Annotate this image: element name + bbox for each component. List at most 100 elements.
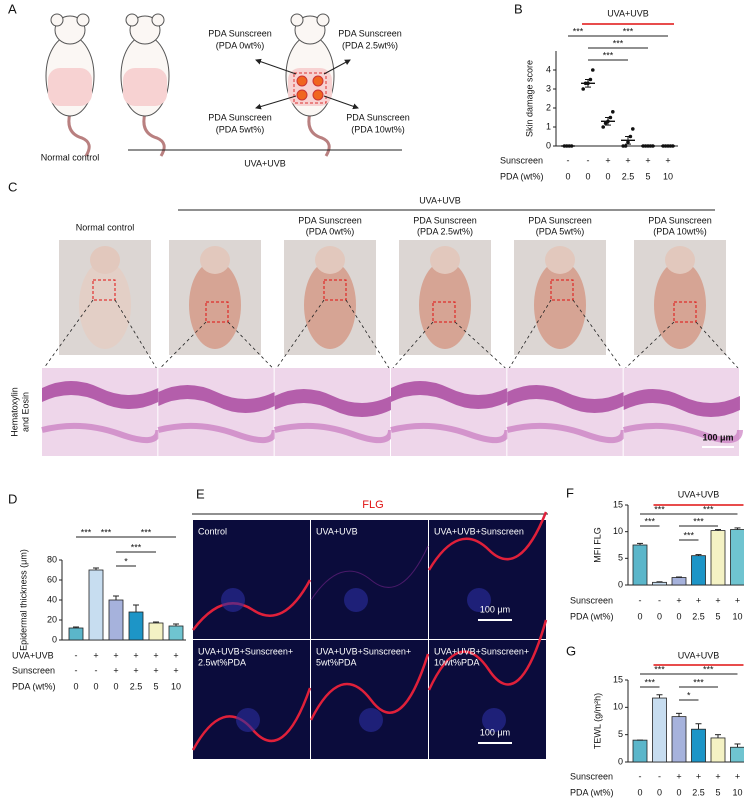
significance-label: *** [644,677,655,687]
mouse-photo-body [419,261,471,349]
group-label: UVA+UVB [244,158,286,168]
error-bar [715,529,721,531]
bar [671,716,687,763]
region-box [673,301,697,323]
mouse-photo-body [654,261,706,349]
significance-label: *** [644,516,655,526]
fluorescence-image [429,520,546,639]
significance-label: *** [613,38,624,48]
row-cell: 10 [732,787,742,797]
panel-label: G [566,643,576,658]
row-cell: + [665,155,670,165]
panel-label: E [196,486,205,501]
stain-text: Hematoxylin [9,387,19,437]
tissue-blob [359,708,383,732]
region-box [432,301,456,323]
row-cell: - [567,155,570,165]
line [454,321,506,369]
y-tick-label: 0 [52,634,57,644]
line [227,321,273,369]
y-tick-label: 4 [546,64,551,74]
row-cell: + [715,595,720,605]
row-cell: - [639,771,642,781]
he-dermis [41,422,162,443]
cell-label: Control [198,526,227,536]
tissue-blob [344,588,368,612]
column-title: (PDA 10wt%) [653,226,707,236]
row-cell: 0 [637,787,642,797]
y-tick-label: 15 [613,499,623,509]
row-label: PDA (wt%) [570,787,614,797]
cell-label: UVA+UVB+Sunscreen+ [198,646,293,656]
row-cell: + [645,155,650,165]
he-dermis [506,422,627,443]
row-cell: - [95,665,98,675]
row-label: UVA+UVB [12,650,54,660]
mouse-shaved [48,68,92,106]
row-cell: + [735,771,740,781]
row-cell: + [113,650,118,660]
row-cell: 10 [171,681,181,691]
header-label: UVA+UVB [678,489,720,499]
panel-label: C [8,179,17,194]
header-label: UVA+UVB [678,650,720,660]
error-bar [113,595,119,600]
cell-label: 5wt%PDA [316,657,357,667]
fluorescence-image [311,520,428,639]
y-tick-label: 0 [618,579,623,589]
error-bar [133,604,139,612]
mouse-photo-head [430,246,460,274]
line [508,299,552,369]
bar [168,625,184,641]
significance-label: *** [683,530,694,540]
row-cell: + [173,650,178,660]
bar [730,529,744,586]
cell-label: UVA+UVB+Sunscreen [434,526,524,536]
mouse-photo-head [665,246,695,274]
error-bar [73,626,79,628]
data-point [601,125,605,129]
y-tick-label: 20 [47,614,57,624]
y-axis-label: MFI FLG [592,527,602,563]
error-bar [695,554,702,556]
data-point [623,144,628,148]
mouse-photo-body [534,261,586,349]
scale-bar-label: 100 μm [702,432,733,442]
significance-label: * [687,690,691,700]
he-tile [42,368,158,456]
row-cell: 2.5 [622,171,635,181]
bar [128,611,144,641]
row-label: PDA (wt%) [570,611,614,621]
line [114,299,157,369]
region-box [92,279,116,301]
stain-text: and Eosin [20,392,30,432]
site-label: PDA Sunscreen [208,28,272,38]
significance-label: *** [603,50,614,60]
error-bar [656,581,663,583]
line [695,321,739,369]
he-dermis [273,422,394,443]
site-label: (PDA 5wt%) [216,124,265,134]
row-cell: 0 [73,681,78,691]
row-cell: 5 [645,171,650,181]
significance-label: *** [141,527,152,537]
header-label: UVA+UVB [607,8,649,18]
y-tick-label: 3 [546,83,551,93]
significance-label: *** [654,504,665,514]
bar [148,622,164,641]
tissue-blob [221,588,245,612]
row-cell: + [605,155,610,165]
significance-label: *** [703,664,714,674]
y-tick-label: 10 [613,702,623,712]
cell-label: 2.5wt%PDA [198,657,246,667]
line [255,95,297,110]
data-point [591,68,595,72]
mouse-photo-body [79,261,131,349]
panel-label: F [566,485,574,500]
significance-label: *** [101,527,112,537]
significance-label: *** [623,26,634,36]
y-tick-label: 80 [47,554,57,564]
error-bar [637,542,643,545]
row-cell: - [658,771,661,781]
error-bar [605,117,611,126]
